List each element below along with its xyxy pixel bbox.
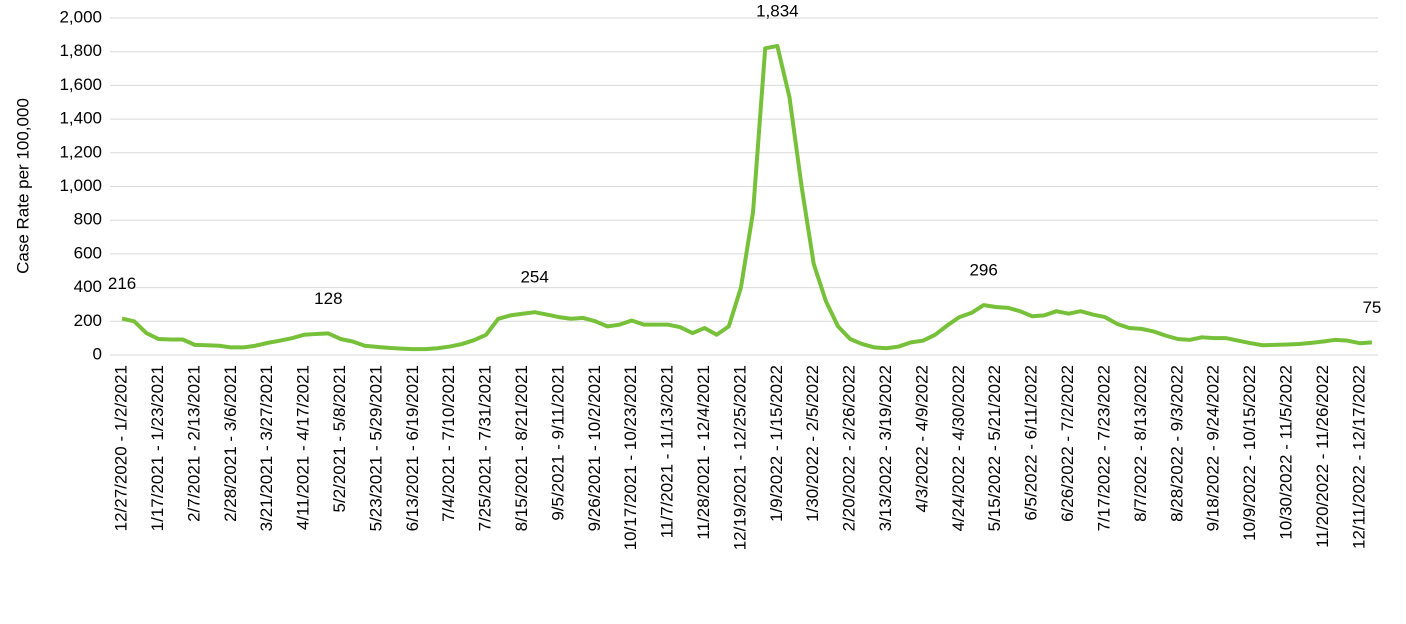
x-tick-label: 3/21/2021 - 3/27/2021 [257,365,276,531]
x-tick-label: 6/5/2022 - 6/11/2022 [1022,365,1041,521]
y-axis-title: Case Rate per 100,000 [13,98,32,274]
x-tick-label: 6/13/2021 - 6/19/2021 [403,365,422,531]
x-tick-label: 8/28/2022 - 9/3/2022 [1167,365,1186,522]
x-tick-label: 12/11/2022 - 12/17/2022 [1349,365,1368,549]
y-tick-label: 200 [74,311,102,330]
y-tick-label: 1,800 [59,41,102,60]
y-tick-label: 0 [93,344,102,363]
x-tick-label: 11/20/2022 - 11/26/2022 [1313,365,1332,548]
y-tick-label: 1,600 [59,75,102,94]
x-tick-label: 4/11/2021 - 4/17/2021 [294,365,313,530]
x-tick-label: 4/24/2022 - 4/30/2022 [949,365,968,531]
y-tick-label: 400 [74,277,102,296]
x-tick-label: 11/28/2021 - 12/4/2021 [694,365,713,540]
y-tick-label: 1,000 [59,176,102,195]
x-tick-label: 8/7/2022 - 8/13/2022 [1131,365,1150,522]
x-tick-label: 1/9/2022 - 1/15/2022 [767,365,786,522]
x-tick-label: 9/26/2021 - 10/2/2021 [585,365,604,531]
data-label: 216 [108,274,136,293]
x-tick-label: 1/17/2021 - 1/23/2021 [148,365,167,531]
x-tick-label: 3/13/2022 - 3/19/2022 [876,365,895,531]
data-label: 128 [314,289,342,308]
x-tick-label: 2/7/2021 - 2/13/2021 [184,365,203,522]
x-tick-label: 9/18/2022 - 9/24/2022 [1204,365,1223,531]
x-tick-label: 5/23/2021 - 5/29/2021 [366,365,385,531]
x-tick-label: 8/15/2021 - 8/21/2021 [512,365,531,531]
y-tick-label: 2,000 [59,7,102,26]
x-tick-label: 1/30/2022 - 2/5/2022 [803,365,822,522]
x-tick-label: 6/26/2022 - 7/2/2022 [1058,365,1077,522]
data-label: 75 [1362,298,1381,317]
data-label: 1,834 [756,1,799,20]
x-tick-label: 2/20/2022 - 2/26/2022 [840,365,859,531]
x-tick-label: 5/2/2021 - 5/8/2021 [330,365,349,512]
x-tick-label: 12/19/2021 - 12/25/2021 [730,365,749,550]
x-tick-label: 10/17/2021 - 10/23/2021 [621,365,640,550]
x-tick-label: 2/28/2021 - 3/6/2021 [221,365,240,522]
data-line [121,43,1373,352]
x-tick-label: 7/4/2021 - 7/10/2021 [439,365,458,522]
y-tick-label: 1,200 [59,142,102,161]
x-tick-label: 11/7/2021 - 11/13/2021 [658,365,677,538]
x-tick-label: 4/3/2022 - 4/9/2022 [912,365,931,512]
x-tick-label: 7/17/2022 - 7/23/2022 [1094,365,1113,531]
x-tick-label: 7/25/2021 - 7/31/2021 [476,365,495,531]
x-tick-label: 12/27/2020 - 1/2/2021 [112,365,131,531]
data-label: 254 [520,268,548,287]
x-tick-label: 10/30/2022 - 11/5/2022 [1276,365,1295,540]
y-tick-label: 800 [74,210,102,229]
x-tick-label: 10/9/2022 - 10/15/2022 [1240,365,1259,541]
y-tick-label: 600 [74,243,102,262]
data-label: 296 [969,261,997,280]
x-tick-label: 9/5/2021 - 9/11/2021 [548,365,567,521]
x-tick-label: 5/15/2022 - 5/21/2022 [985,365,1004,531]
y-tick-label: 1,400 [59,109,102,128]
